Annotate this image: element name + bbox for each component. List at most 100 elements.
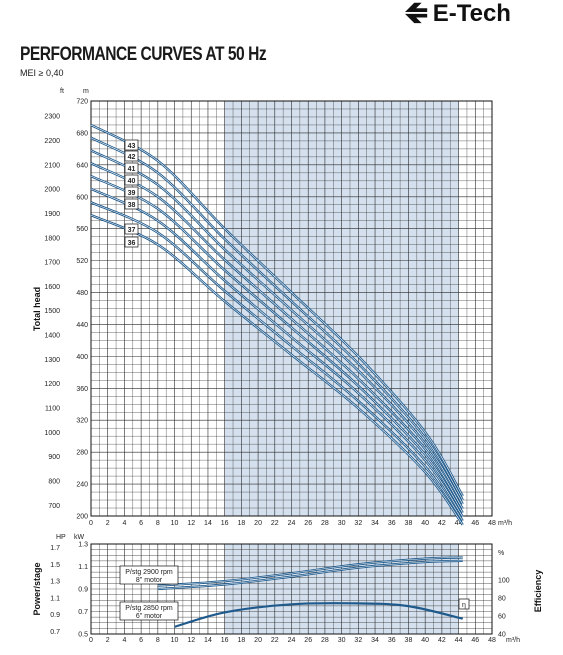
x-tick-label: 4	[122, 520, 126, 527]
y2-tick-label-eff: 60	[498, 614, 506, 621]
efficiency-curve	[174, 602, 464, 628]
y-tick-label-m: 680	[76, 130, 88, 137]
x-tick-label-lower: 48	[488, 637, 496, 644]
y-tick-label-m: 440	[76, 322, 88, 329]
series-label-40: 40	[128, 178, 136, 185]
head-curve-highlight	[90, 202, 464, 521]
series-label-39: 39	[128, 190, 136, 197]
x-tick-label: 2	[106, 520, 110, 527]
x-tick-label-lower: 40	[421, 637, 429, 644]
x-tick-label-lower: 4	[122, 637, 126, 644]
y-unit-ft: ft	[60, 88, 64, 95]
y-tick-label-kw: 0.9	[78, 587, 88, 594]
power-label-2850-line2: 6" motor	[136, 613, 163, 620]
series-label-box	[124, 174, 139, 186]
y-tick-label-ft: 900	[48, 454, 60, 461]
head-curve-highlight	[90, 214, 464, 525]
series-label-36: 36	[128, 240, 136, 247]
x-tick-label: 34	[371, 520, 379, 527]
x-tick-label-lower: 30	[338, 637, 346, 644]
x-tick-label: 38	[405, 520, 413, 527]
y-tick-label-ft: 700	[48, 503, 60, 510]
x-tick-label: 14	[204, 520, 212, 527]
y-tick-label-ft: 1200	[44, 381, 60, 388]
x-tick-label-lower: 36	[388, 637, 396, 644]
x-tick-label: 44	[455, 520, 463, 527]
plot-frame	[90, 100, 493, 517]
x-tick-label-lower: 10	[171, 637, 179, 644]
x-tick-label-lower: 44	[455, 637, 463, 644]
y-tick-label-m: 600	[76, 194, 88, 201]
x-tick-label: 0	[89, 520, 93, 527]
y-tick-label-hp: 1.5	[50, 562, 60, 569]
y-tick-label-m: 360	[76, 386, 88, 393]
y-axis-label-efficiency: Efficiency	[533, 570, 543, 613]
y2-tick-label-eff: 100	[498, 578, 510, 585]
series-label-box	[124, 198, 139, 210]
x-tick-label-lower: 8	[156, 637, 160, 644]
x-tick-label-lower: 18	[237, 637, 245, 644]
head-curve-highlight	[90, 150, 464, 505]
power-label-2850-box	[119, 601, 179, 621]
y-tick-label-hp: 1.3	[50, 579, 60, 586]
x-tick-label: 12	[187, 520, 195, 527]
series-label-box	[124, 223, 139, 235]
power-label-2850-line1: P/stg 2850 rpm	[125, 605, 173, 612]
series-label-box	[124, 162, 139, 174]
y-tick-label-m: 640	[76, 162, 88, 169]
series-label-box	[124, 139, 139, 151]
power-curve-highlight	[157, 557, 463, 586]
x-tick-label-lower: 24	[288, 637, 296, 644]
y-tick-label-ft: 1400	[44, 333, 60, 340]
x-tick-label: 32	[354, 520, 362, 527]
x-tick-label: 24	[288, 520, 296, 527]
y-tick-label-ft: 1500	[44, 308, 60, 315]
x-tick-label: 8	[156, 520, 160, 527]
x-tick-label: 42	[438, 520, 446, 527]
x-tick-label: 36	[388, 520, 396, 527]
series-label-box	[124, 236, 139, 248]
y-tick-label-ft: 1600	[44, 284, 60, 291]
x-tick-label-lower: 42	[438, 637, 446, 644]
head-curve-highlight	[90, 188, 464, 517]
y2-unit-pct: %	[498, 550, 504, 557]
y-axis-label-power: Power/stage	[32, 562, 42, 615]
y-tick-label-ft: 2000	[44, 187, 60, 194]
series-label-43: 43	[128, 143, 136, 150]
y-tick-label-kw: 1.1	[78, 564, 88, 571]
x-tick-label: 6	[139, 520, 143, 527]
y-tick-label-m: 480	[76, 290, 88, 297]
x-tick-label: 16	[221, 520, 229, 527]
y-tick-label-hp: 1.7	[50, 545, 60, 552]
y2-tick-label-eff: 80	[498, 596, 506, 603]
y-tick-label-ft: 2300	[44, 114, 60, 121]
x-tick-label-lower: 26	[304, 637, 312, 644]
x-tick-label-lower: 6	[139, 637, 143, 644]
y-unit-hp: HP	[56, 534, 66, 541]
power-curve-highlight	[157, 560, 463, 590]
x-tick-label: 28	[321, 520, 329, 527]
power-label-2900-box	[119, 565, 179, 585]
y-tick-label-ft: 1800	[44, 235, 60, 242]
y2-tick-label-eff: 40	[498, 632, 506, 639]
y-tick-label-m: 240	[76, 482, 88, 489]
y-tick-label-kw: 1.3	[78, 542, 88, 549]
x-unit-label: m³/h	[498, 520, 512, 527]
head-curve-highlight	[90, 162, 464, 509]
series-label-42: 42	[128, 154, 136, 161]
y-tick-label-hp: 0.7	[50, 629, 60, 636]
x-tick-label-lower: 38	[405, 637, 413, 644]
power-label-2900-line1: P/stg 2900 rpm	[125, 569, 173, 576]
y-tick-label-ft: 1000	[44, 430, 60, 437]
y-tick-label-m: 280	[76, 450, 88, 457]
y-tick-label-m: 200	[76, 514, 88, 521]
plot-frame-lower	[90, 543, 493, 635]
page-title: PERFORMANCE CURVES AT 50 Hz	[20, 44, 267, 65]
x-tick-label: 26	[304, 520, 312, 527]
series-label-37: 37	[128, 227, 136, 234]
x-tick-label: 10	[171, 520, 179, 527]
head-curve-highlight	[90, 175, 464, 513]
head-curve-highlight	[90, 124, 464, 497]
y-tick-label-ft: 2100	[44, 162, 60, 169]
x-tick-label: 22	[271, 520, 279, 527]
